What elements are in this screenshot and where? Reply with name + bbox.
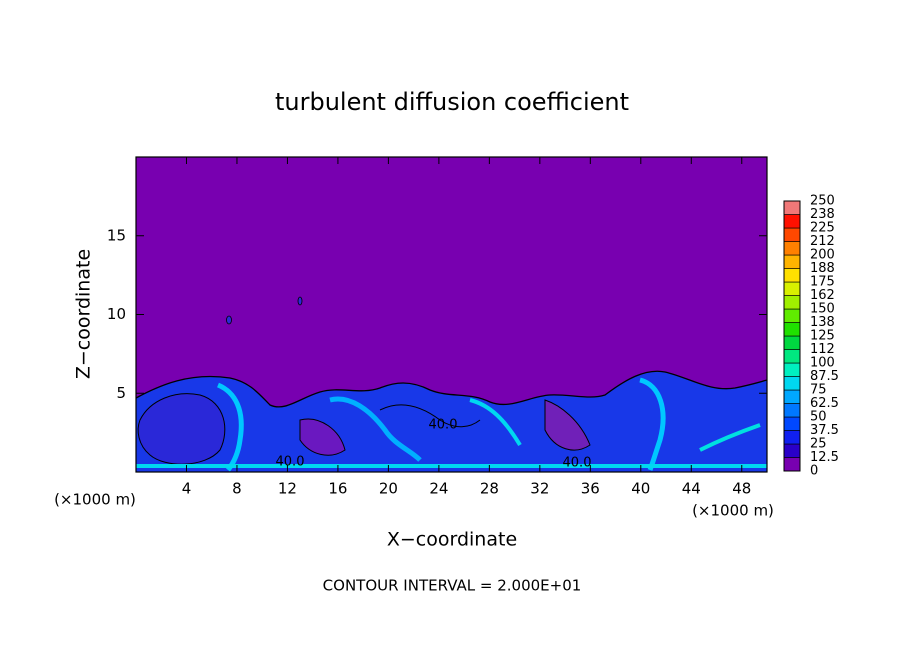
footnote: CONTOUR INTERVAL = 2.000E+01 bbox=[323, 577, 582, 595]
field-blob bbox=[226, 315, 232, 325]
x-tick-label: 48 bbox=[732, 480, 751, 498]
colorbar-tick-label: 100 bbox=[810, 356, 835, 371]
colorbar-tick-label: 112 bbox=[810, 342, 835, 357]
colorbar-band bbox=[783, 457, 801, 472]
colorbar-tick-label: 25 bbox=[810, 437, 827, 452]
colorbar-band bbox=[783, 295, 801, 310]
colorbar-tick-label: 150 bbox=[810, 302, 835, 317]
field-eddy bbox=[544, 399, 591, 451]
contour-labels: 40.0 40.0 40.0 bbox=[276, 418, 592, 471]
colorbar-band bbox=[783, 389, 801, 404]
colorbar-band bbox=[783, 200, 801, 215]
x-tick-label: 12 bbox=[278, 480, 297, 498]
x-tick-label: 24 bbox=[429, 480, 448, 498]
colorbar-band bbox=[783, 214, 801, 229]
contour-label: 40.0 bbox=[563, 456, 592, 471]
contour-label: 40.0 bbox=[429, 418, 458, 433]
field-streak bbox=[216, 382, 244, 472]
field-eddy bbox=[299, 418, 346, 456]
colorbar-tick-label: 162 bbox=[810, 288, 835, 303]
colorbar-band bbox=[783, 362, 801, 377]
colorbar-tick-label: 50 bbox=[810, 410, 827, 425]
x-unit-label: (×1000 m) bbox=[54, 491, 136, 509]
colorbar: 012.52537.55062.57587.510011212513815016… bbox=[783, 194, 839, 479]
chart-title: turbulent diffusion coefficient bbox=[275, 88, 629, 116]
x-tick-label: 36 bbox=[581, 480, 600, 498]
field-streak bbox=[469, 398, 522, 447]
colorbar-band bbox=[783, 227, 801, 242]
colorbar-tick-label: 37.5 bbox=[810, 423, 839, 438]
contour-label: 40.0 bbox=[276, 455, 305, 470]
x-unit-label: (×1000 m) bbox=[692, 502, 774, 520]
field-region bbox=[136, 371, 767, 472]
field-blob bbox=[297, 296, 303, 306]
colorbar-band bbox=[783, 335, 801, 350]
colorbar-tick-label: 212 bbox=[810, 234, 835, 249]
y-axis-label: Z−coordinate bbox=[73, 249, 95, 379]
field bbox=[135, 157, 768, 472]
colorbar-tick-label: 188 bbox=[810, 261, 835, 276]
x-tick-label: 16 bbox=[328, 480, 347, 498]
colorbar-band bbox=[783, 430, 801, 445]
colorbar-band bbox=[783, 241, 801, 256]
colorbar-band bbox=[783, 308, 801, 323]
colorbar-band bbox=[783, 268, 801, 283]
colorbar-frame bbox=[783, 200, 801, 472]
contour-line bbox=[135, 370, 768, 408]
colorbar-tick-label: 138 bbox=[810, 315, 835, 330]
colorbar-tick-label: 125 bbox=[810, 329, 835, 344]
contour-line bbox=[379, 404, 481, 428]
colorbar-tick-label: 175 bbox=[810, 275, 835, 290]
colorbar-tick-label: 87.5 bbox=[810, 369, 839, 384]
colorbar-tick-label: 250 bbox=[810, 194, 835, 209]
y-tick-label: 5 bbox=[116, 384, 126, 402]
colorbar-band bbox=[783, 376, 801, 391]
field-streak bbox=[639, 377, 666, 471]
colorbar-tick-label: 0 bbox=[810, 464, 818, 479]
colorbar-band bbox=[783, 416, 801, 431]
colorbar-tick-label: 12.5 bbox=[810, 450, 839, 465]
x-tick-label: 20 bbox=[379, 480, 398, 498]
colorbar-tick-label: 200 bbox=[810, 248, 835, 263]
x-axis-label: X−coordinate bbox=[387, 529, 517, 551]
x-tick-label: 40 bbox=[631, 480, 650, 498]
colorbar-band bbox=[783, 349, 801, 364]
colorbar-band bbox=[783, 403, 801, 418]
colorbar-band bbox=[783, 281, 801, 296]
field-streak bbox=[699, 423, 761, 452]
colorbar-tick-label: 75 bbox=[810, 383, 827, 398]
colorbar-tick-label: 62.5 bbox=[810, 396, 839, 411]
y-tick-label: 10 bbox=[107, 305, 126, 323]
x-tick-label: 28 bbox=[480, 480, 499, 498]
colorbar-band bbox=[783, 443, 801, 458]
x-tick-label: 4 bbox=[182, 480, 192, 498]
colorbar-tick-label: 225 bbox=[810, 221, 835, 236]
colorbar-band bbox=[783, 322, 801, 337]
field-eddy bbox=[137, 393, 226, 465]
x-tick-label: 44 bbox=[682, 480, 701, 498]
colorbar-tick-label: 238 bbox=[810, 207, 835, 222]
x-tick-label: 32 bbox=[530, 480, 549, 498]
colorbar-band bbox=[783, 254, 801, 269]
field-streak bbox=[329, 396, 422, 462]
x-tick-label: 8 bbox=[232, 480, 242, 498]
y-tick-label: 15 bbox=[107, 226, 126, 244]
